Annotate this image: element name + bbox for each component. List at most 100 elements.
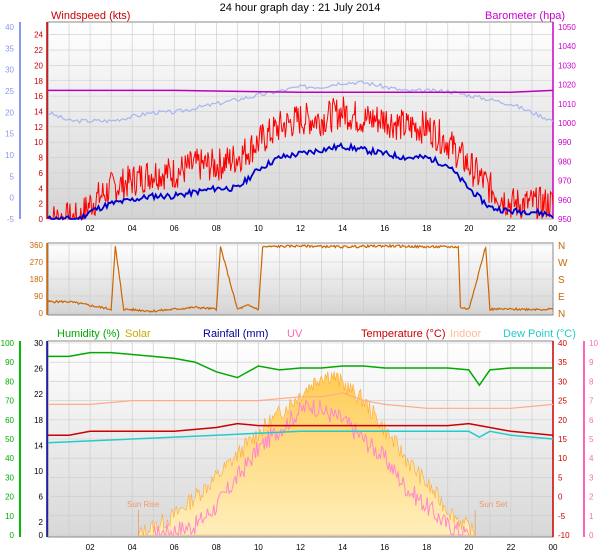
uv-tick-label: 10 — [589, 339, 598, 348]
direction-tick-label: 0 — [39, 309, 44, 318]
sunset-annotation: Sun Set — [479, 500, 508, 509]
barometer-tick-label: 1050 — [558, 23, 576, 32]
x-tick-label: 06 — [170, 224, 179, 233]
legend-humidity: Humidity (%) — [57, 328, 120, 340]
gust-tick-label: 5 — [10, 172, 15, 181]
series-line-gust-light — [47, 80, 554, 125]
solar-tick-label: 2 — [39, 518, 44, 527]
x-tick-label: 22 — [506, 543, 515, 552]
legend-dew-point: Dew Point (°C) — [503, 328, 576, 340]
gust-tick-label: 30 — [5, 66, 14, 75]
legend-indoor: Indoor — [450, 328, 482, 340]
x-tick-label: 00 — [549, 543, 558, 552]
compass-label: S — [558, 275, 565, 286]
solar-tick-label: 18 — [34, 416, 43, 425]
windspeed-tick-label: 8 — [39, 154, 44, 163]
windspeed-tick-label: 16 — [34, 92, 43, 101]
uv-tick-label: 2 — [589, 493, 594, 502]
series-line-indoor — [48, 392, 554, 409]
x-tick-label: 00 — [549, 224, 558, 233]
barometer-tick-label: 970 — [558, 177, 572, 186]
panel-temp-axes: 0102030405060708090100026101418222630-10… — [1, 339, 599, 540]
barometer-tick-label: 1030 — [558, 61, 576, 70]
gust-tick-label: -5 — [7, 215, 15, 224]
humidity-tick-label: 10 — [5, 512, 14, 521]
panel-wind-axes: 024681012141618202224-505101520253035409… — [5, 22, 576, 224]
temperature-tick-label: -5 — [558, 512, 566, 521]
x-tick-label: 16 — [380, 224, 389, 233]
x-tick-label: 10 — [254, 543, 263, 552]
temperature-tick-label: 5 — [558, 473, 563, 482]
windspeed-tick-label: 0 — [39, 215, 44, 224]
direction-tick-label: 90 — [34, 292, 43, 301]
sunrise-annotation: Sun Rise — [127, 500, 160, 509]
uv-tick-label: 4 — [589, 454, 594, 463]
x-tick-label: 14 — [338, 224, 347, 233]
barometer-tick-label: 1040 — [558, 42, 576, 51]
windspeed-tick-label: 6 — [39, 169, 44, 178]
uv-tick-label: 9 — [589, 358, 594, 367]
legend-rainfall: Rainfall (mm) — [203, 328, 268, 340]
compass-label: W — [558, 258, 568, 269]
series-line-humidity — [48, 351, 553, 387]
windspeed-tick-label: 4 — [39, 184, 44, 193]
x-tick-label: 04 — [128, 224, 137, 233]
x-tick-label: 04 — [128, 543, 137, 552]
temperature-tick-label: 20 — [558, 416, 567, 425]
x-tick-label: 16 — [380, 543, 389, 552]
gust-tick-label: 0 — [10, 194, 15, 203]
panel-wind-x-ticks: 02 04 06 08 10 12 14 16 18 20 22 00 — [86, 224, 558, 233]
panel-temp-series — [47, 351, 554, 537]
windspeed-tick-label: 2 — [39, 200, 44, 209]
series-line-dew-point — [47, 430, 554, 444]
solar-tick-label: 30 — [34, 339, 43, 348]
gust-tick-label: 40 — [5, 23, 14, 32]
solar-tick-label: 0 — [39, 531, 44, 540]
x-tick-label: 18 — [422, 543, 431, 552]
humidity-tick-label: 90 — [5, 358, 14, 367]
series-line-direction — [47, 243, 554, 313]
x-tick-label: 20 — [464, 543, 473, 552]
compass-label: N — [558, 241, 565, 252]
solar-tick-label: 10 — [34, 467, 43, 476]
legend-solar: Solar — [125, 328, 151, 340]
windspeed-tick-label: 20 — [34, 61, 43, 70]
x-tick-label: 02 — [86, 543, 95, 552]
humidity-tick-label: 60 — [5, 416, 14, 425]
gust-tick-label: 10 — [5, 151, 14, 160]
panel-temp-legend: Humidity (%) Solar Rainfall (mm) UV Temp… — [57, 328, 576, 340]
x-tick-label: 18 — [422, 224, 431, 233]
humidity-tick-label: 100 — [1, 339, 15, 348]
barometer-tick-label: 1000 — [558, 119, 576, 128]
legend-temperature: Temperature (°C) — [361, 328, 445, 340]
chart-title: 24 hour graph day : 21 July 2014 — [220, 2, 381, 14]
x-tick-label: 08 — [212, 543, 221, 552]
x-tick-label: 12 — [296, 543, 305, 552]
panel-temp-x-ticks: 02 04 06 08 10 12 14 16 18 20 22 00 — [86, 543, 558, 552]
direction-tick-label: 360 — [30, 241, 44, 250]
x-tick-label: 20 — [464, 224, 473, 233]
temperature-tick-label: 0 — [558, 493, 563, 502]
uv-tick-label: 5 — [589, 435, 594, 444]
panel-direction-series — [47, 243, 554, 313]
humidity-tick-label: 0 — [10, 531, 15, 540]
temperature-tick-label: 15 — [558, 435, 567, 444]
solar-tick-label: 14 — [34, 441, 43, 450]
humidity-tick-label: 40 — [5, 454, 14, 463]
gust-tick-label: 20 — [5, 108, 14, 117]
windspeed-tick-label: 14 — [34, 107, 43, 116]
x-tick-label: 14 — [338, 543, 347, 552]
uv-tick-label: 1 — [589, 512, 594, 521]
series-line-windspeed — [47, 141, 554, 221]
legend-uv: UV — [287, 328, 303, 340]
x-tick-label: 06 — [170, 543, 179, 552]
barometer-axis-label: Barometer (hpa) — [485, 10, 565, 22]
barometer-tick-label: 950 — [558, 215, 572, 224]
solar-tick-label: 22 — [34, 390, 43, 399]
panel-wind-grid — [48, 22, 553, 220]
humidity-tick-label: 80 — [5, 377, 14, 386]
x-tick-label: 08 — [212, 224, 221, 233]
temperature-tick-label: 25 — [558, 397, 567, 406]
